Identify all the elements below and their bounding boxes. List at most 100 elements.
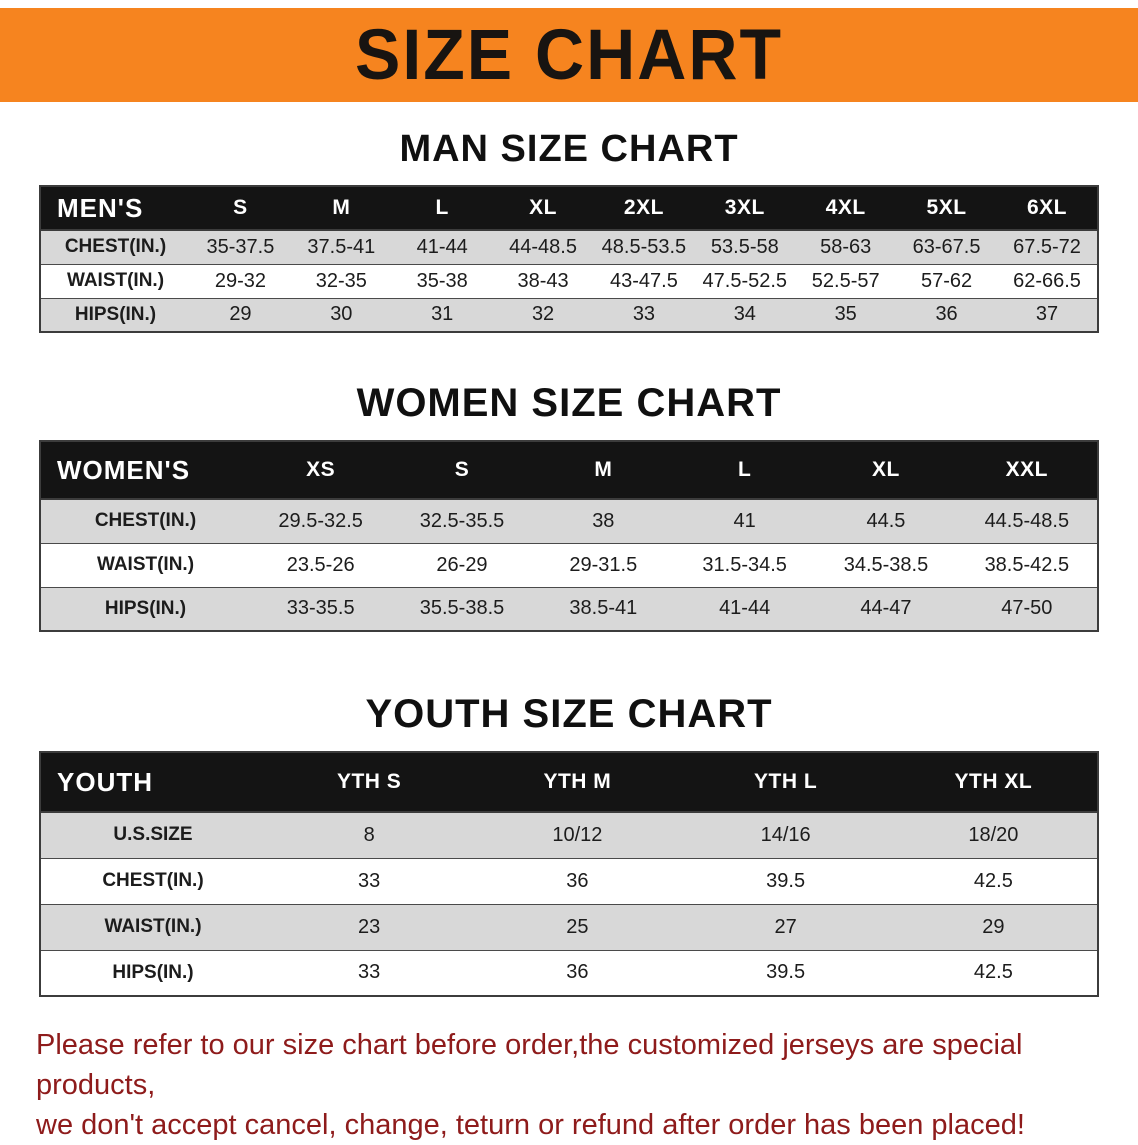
size-value: 41-44 [673,586,816,631]
size-column-header: 6XL [997,186,1098,231]
men-size-table: MEN'S S M L XL 2XL 3XL 4XL 5XL 6XL CHEST(IN.) 35-37… [39,185,1099,333]
size-value: 32-35 [290,263,392,298]
size-value: 25 [473,903,682,950]
size-column-header: M [290,186,392,231]
youth-size-section: YOUTH SIZE CHART YOUTH YTH S YTH M YTH L YTH… [0,692,1138,997]
size-value: 47.5-52.5 [694,263,796,298]
measurement-label: WAIST(IN.) [40,542,250,587]
table-row: CHEST(IN.) 35-37.5 37.5-41 41-44 44-48.5 48.5… [40,229,1098,264]
size-value: 35.5-38.5 [391,586,533,631]
size-value: 62-66.5 [997,263,1098,298]
men-size-section: MAN SIZE CHART MEN'S S M L XL 2XL 3XL 4XL 5XL 6XL… [0,128,1138,333]
table-row: WAIST(IN.) 29-32 32-35 35-38 38-43 43-47.5 47.… [40,263,1098,298]
table-row: WAIST(IN.) 23 25 27 29 [40,903,1098,950]
size-column-header: XL [815,441,957,500]
size-column-header: XS [250,441,392,500]
size-value: 39.5 [681,949,890,996]
women-size-section: WOMEN SIZE CHART WOMEN'S XS S M L XL XXL CHEST(… [0,381,1138,632]
men-section-heading: MAN SIZE CHART [399,128,739,170]
page-title: SIZE CHART [355,15,783,95]
size-value: 44-47 [815,586,957,631]
size-column-header: 2XL [593,186,695,231]
size-value: 18/20 [889,811,1098,858]
table-row: CHEST(IN.) 33 36 39.5 42.5 [40,857,1098,904]
size-value: 29.5-32.5 [250,498,392,543]
size-value: 32.5-35.5 [391,498,533,543]
size-value: 48.5-53.5 [593,229,695,264]
size-value: 29 [889,903,1098,950]
size-value: 39.5 [681,857,890,904]
table-header-row: YOUTH YTH S YTH M YTH L YTH XL [40,752,1098,813]
size-value: 38 [532,498,674,543]
youth-section-heading: YOUTH SIZE CHART [365,692,773,736]
table-corner-label: WOMEN'S [40,441,250,500]
size-value: 31.5-34.5 [673,542,816,587]
size-value: 67.5-72 [997,229,1098,264]
disclaimer-line-2: we don't accept cancel, change, teturn o… [36,1109,1025,1142]
size-column-header: L [391,186,493,231]
size-column-header: YTH XL [889,752,1098,813]
size-value: 29 [190,297,291,332]
size-value: 58-63 [795,229,897,264]
women-size-table: WOMEN'S XS S M L XL XXL CHEST(IN.) 29.5-32.5 32.5… [39,440,1099,632]
size-value: 42.5 [889,949,1098,996]
women-section-heading: WOMEN SIZE CHART [356,381,782,425]
size-value: 44.5-48.5 [956,498,1098,543]
size-value: 52.5-57 [795,263,897,298]
size-value: 35-37.5 [190,229,291,264]
size-value: 47-50 [956,586,1098,631]
table-corner-label: YOUTH [40,752,265,813]
table-header-row: WOMEN'S XS S M L XL XXL [40,441,1098,500]
size-value: 36 [473,857,682,904]
size-value: 35-38 [391,263,493,298]
size-value: 26-29 [391,542,533,587]
banner: SIZE CHART [0,8,1138,102]
size-value: 14/16 [681,811,890,858]
size-value: 8 [265,811,474,858]
disclaimer: Please refer to our size chart before or… [0,1025,1138,1145]
size-column-header: S [391,441,533,500]
measurement-label: U.S.SIZE [40,811,265,858]
size-value: 37.5-41 [290,229,392,264]
size-value: 29-31.5 [532,542,674,587]
table-row: HIPS(IN.) 29 30 31 32 33 34 35 36 37 [40,297,1098,332]
size-column-header: XL [492,186,594,231]
size-value: 10/12 [473,811,682,858]
size-column-header: 5XL [896,186,997,231]
size-value: 35 [795,297,897,332]
size-column-header: M [532,441,674,500]
measurement-label: HIPS(IN.) [40,297,190,332]
size-chart-page: SIZE CHART MAN SIZE CHART MEN'S S M L XL 2XL 3… [0,8,1138,1141]
size-value: 23 [265,903,474,950]
size-column-header: YTH S [265,752,474,813]
table-row: HIPS(IN.) 33 36 39.5 42.5 [40,949,1098,996]
measurement-label: HIPS(IN.) [40,949,265,996]
size-value: 53.5-58 [694,229,796,264]
table-row: CHEST(IN.) 29.5-32.5 32.5-35.5 38 41 44.5 44.5… [40,498,1098,543]
size-value: 44-48.5 [492,229,594,264]
size-value: 34.5-38.5 [815,542,957,587]
measurement-label: CHEST(IN.) [40,498,250,543]
size-value: 41 [673,498,816,543]
size-value: 37 [997,297,1098,332]
size-value: 23.5-26 [250,542,392,587]
size-value: 33 [265,949,474,996]
table-row: WAIST(IN.) 23.5-26 26-29 29-31.5 31.5-34.5 34… [40,542,1098,587]
measurement-label: WAIST(IN.) [40,903,265,950]
measurement-label: CHEST(IN.) [40,857,265,904]
measurement-label: WAIST(IN.) [40,263,190,298]
table-row: HIPS(IN.) 33-35.5 35.5-38.5 38.5-41 41-44 44-… [40,586,1098,631]
size-value: 33 [593,297,695,332]
size-column-header: XXL [956,441,1098,500]
size-column-header: YTH M [473,752,682,813]
table-corner-label: MEN'S [40,186,190,231]
size-value: 33 [265,857,474,904]
size-column-header: 4XL [795,186,897,231]
table-row: U.S.SIZE 8 10/12 14/16 18/20 [40,811,1098,858]
size-value: 30 [290,297,392,332]
size-value: 27 [681,903,890,950]
size-value: 42.5 [889,857,1098,904]
size-column-header: 3XL [694,186,796,231]
size-column-header: S [190,186,291,231]
size-value: 43-47.5 [593,263,695,298]
